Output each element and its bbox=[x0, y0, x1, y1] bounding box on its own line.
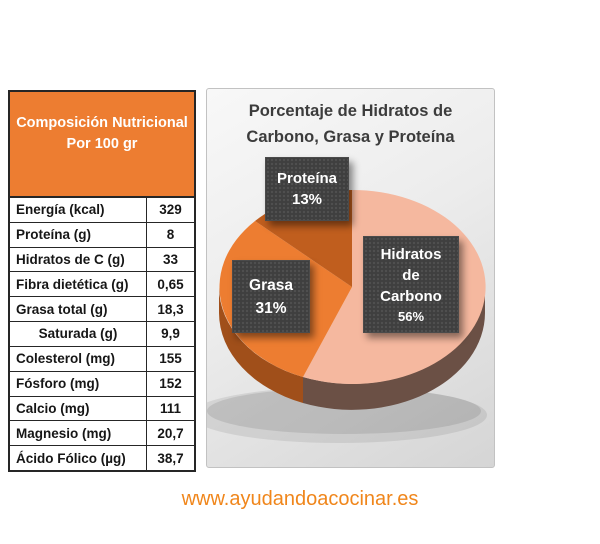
table-row: Hidratos de C (g) 33 bbox=[10, 247, 194, 273]
table-header-line2: Por 100 gr bbox=[66, 136, 138, 152]
nutrition-table-header: Composición Nutricional Por 100 gr bbox=[10, 92, 194, 198]
pie-shadow bbox=[207, 387, 487, 443]
row-label: Hidratos de C (g) bbox=[16, 252, 125, 268]
row-value: 38,7 bbox=[146, 446, 194, 470]
row-value: 155 bbox=[146, 346, 194, 371]
row-value: 8 bbox=[146, 222, 194, 247]
pie-chart-panel: Porcentaje de Hidratos de Carbono, Grasa… bbox=[206, 88, 495, 468]
table-row: Fibra dietética (g) 0,65 bbox=[10, 272, 194, 298]
row-value: 9,9 bbox=[146, 322, 194, 346]
table-row: Ácido Fólico (µg) 38,7 bbox=[10, 446, 194, 470]
pie-label-grasa-pct: 31% bbox=[255, 299, 287, 317]
row-value: 18,3 bbox=[146, 297, 194, 322]
row-label: Fibra dietética (g) bbox=[16, 276, 129, 292]
chart-title-line2: Carbono, Grasa y Proteína bbox=[246, 128, 455, 146]
pie-label-grasa: Grasa 31% bbox=[232, 260, 310, 333]
table-row: Calcio (mg) 111 bbox=[10, 396, 194, 422]
pie-side-hidratos bbox=[303, 287, 485, 410]
table-row: Colesterol (mg) 155 bbox=[10, 346, 194, 372]
pie-side-grasa bbox=[219, 287, 303, 403]
pie-label-hidratos: Hidratos de Carbono 56% bbox=[363, 236, 459, 333]
row-value: 111 bbox=[146, 396, 194, 421]
pie-label-hidratos-pct: 56% bbox=[397, 308, 425, 324]
nutrition-table: Composición Nutricional Por 100 gr Energ… bbox=[8, 90, 196, 472]
row-value: 329 bbox=[146, 198, 194, 222]
nutrition-table-body: Energía (kcal) 329 Proteína (g) 8 Hidrat… bbox=[10, 198, 194, 470]
row-label: Fósforo (mg) bbox=[16, 376, 100, 392]
row-value: 0,65 bbox=[146, 272, 194, 297]
table-row: Magnesio (mg) 20,7 bbox=[10, 421, 194, 447]
pie-label-proteina: Proteína 13% bbox=[265, 157, 349, 221]
pie-label-hidratos-line2: de bbox=[402, 266, 420, 284]
row-label: Energía (kcal) bbox=[16, 202, 105, 218]
pie-label-hidratos-line3: Carbono bbox=[380, 287, 442, 305]
table-row: Energía (kcal) 329 bbox=[10, 198, 194, 223]
row-label: Proteína (g) bbox=[16, 227, 92, 243]
table-row: Fósforo (mg) 152 bbox=[10, 371, 194, 397]
pie-label-proteina-pct: 13% bbox=[291, 191, 323, 208]
row-value: 152 bbox=[146, 371, 194, 396]
pie-shadow bbox=[207, 388, 481, 434]
row-label: Ácido Fólico (µg) bbox=[16, 450, 126, 466]
pie-label-proteina-name: Proteína bbox=[276, 170, 337, 187]
chart-title: Porcentaje de Hidratos de Carbono, Grasa… bbox=[207, 98, 494, 150]
row-label: Calcio (mg) bbox=[16, 400, 90, 416]
row-value: 33 bbox=[146, 247, 194, 272]
row-value: 20,7 bbox=[146, 421, 194, 446]
row-label: Magnesio (mg) bbox=[16, 425, 112, 441]
table-row: Grasa total (g) 18,3 bbox=[10, 297, 194, 323]
table-row: Proteína (g) 8 bbox=[10, 222, 194, 248]
chart-title-line1: Porcentaje de Hidratos de bbox=[248, 102, 453, 120]
row-label: Grasa total (g) bbox=[16, 301, 108, 317]
table-row: Saturada (g) 9,9 bbox=[10, 322, 194, 347]
row-label: Colesterol (mg) bbox=[16, 351, 116, 367]
website-url[interactable]: www.ayudandoacocinar.es bbox=[181, 488, 419, 510]
pie-label-hidratos-line1: Hidratos bbox=[380, 245, 442, 263]
table-header-line1: Composición Nutricional bbox=[16, 115, 188, 131]
row-label: Saturada (g) bbox=[38, 326, 118, 342]
pie-label-grasa-name: Grasa bbox=[249, 276, 293, 294]
